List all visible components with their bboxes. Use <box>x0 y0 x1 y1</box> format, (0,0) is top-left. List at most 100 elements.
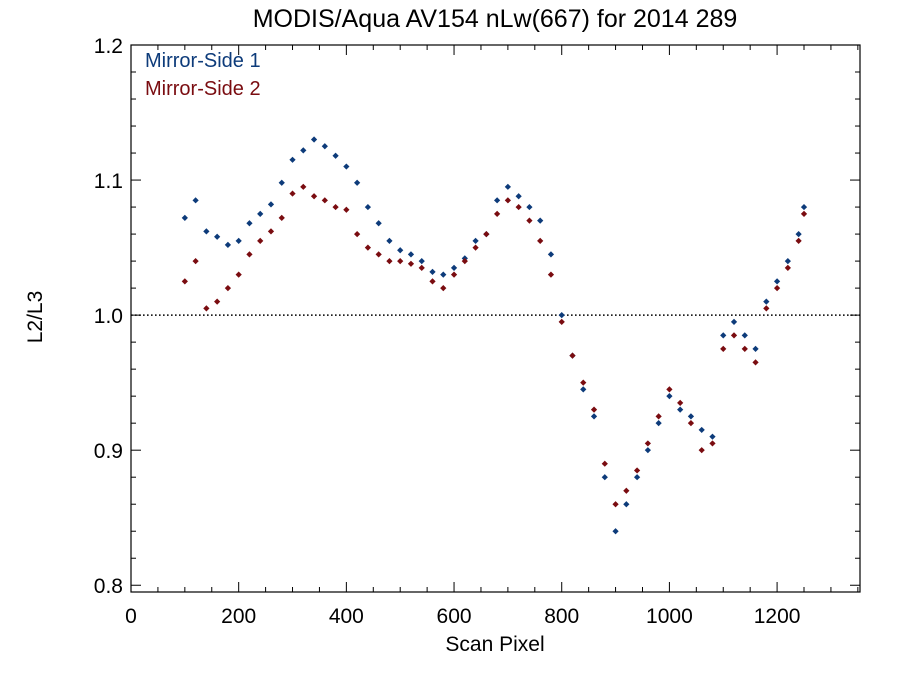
data-point-series-2 <box>397 257 404 265</box>
data-point-series-1 <box>623 501 630 508</box>
data-point-series-1 <box>300 147 307 154</box>
data-point-series-1 <box>612 528 619 535</box>
data-point-series-1 <box>343 163 350 170</box>
data-point-series-2 <box>461 257 468 265</box>
data-point-series-2 <box>558 318 565 325</box>
data-point-series-2 <box>407 260 415 267</box>
data-point-series-1 <box>214 233 221 240</box>
data-point-series-2 <box>623 487 630 494</box>
data-point-series-2 <box>278 214 285 221</box>
data-point-series-1 <box>354 179 361 186</box>
data-point-series-1 <box>310 136 318 143</box>
legend-entry-mirror-side-2: Mirror-Side 2 <box>145 78 261 100</box>
axis-ticks: 0 200 400 600 800 1000 1200 0.8 0.9 1.0 1.1 1.2 <box>94 35 860 628</box>
data-point-series-2 <box>677 399 684 407</box>
data-point-series-2 <box>526 217 533 224</box>
data-point-series-2 <box>800 210 808 217</box>
x-tick-label: 1200 <box>754 605 801 628</box>
data-point-series-2 <box>267 228 275 235</box>
data-point-series-1 <box>773 278 781 285</box>
data-point-series-2 <box>720 345 727 353</box>
data-point-series-1 <box>800 203 808 211</box>
data-point-series-2 <box>300 183 307 190</box>
data-point-series-2 <box>601 460 608 467</box>
data-point-series-2 <box>580 379 587 386</box>
data-point-series-1 <box>450 264 458 271</box>
plot-frame <box>130 44 861 593</box>
data-point-series-2 <box>483 230 490 238</box>
data-points <box>181 136 808 535</box>
plot-border <box>130 44 861 593</box>
data-point-series-2 <box>569 352 576 359</box>
data-point-series-1 <box>752 345 759 353</box>
y-tick-label: 1.2 <box>94 35 123 58</box>
data-point-series-1 <box>709 433 716 440</box>
data-point-series-2 <box>386 257 393 265</box>
data-point-series-1 <box>515 193 522 200</box>
y-axis-label: L2/L3 <box>24 291 47 344</box>
x-tick-label: 600 <box>437 605 472 628</box>
data-point-series-2 <box>537 237 544 244</box>
x-tick-label: 200 <box>221 605 256 628</box>
data-point-series-2 <box>192 257 199 265</box>
data-point-series-1 <box>440 271 447 278</box>
data-point-series-2 <box>418 264 425 271</box>
data-point-series-1 <box>763 298 770 305</box>
data-point-series-1 <box>633 474 641 481</box>
data-point-series-2 <box>343 206 350 213</box>
data-point-series-1 <box>246 220 253 227</box>
chart-title: MODIS/Aqua AV154 nLw(667) for 2014 289 <box>253 5 738 33</box>
data-point-series-1 <box>181 214 188 221</box>
data-point-series-1 <box>580 386 587 393</box>
x-tick-label: 400 <box>329 605 364 628</box>
data-point-series-2 <box>181 278 188 285</box>
data-point-series-1 <box>655 420 662 427</box>
legend-entry-mirror-side-1: Mirror-Side 1 <box>145 50 261 72</box>
data-point-series-2 <box>354 230 361 238</box>
data-point-series-2 <box>633 467 641 474</box>
data-point-series-1 <box>784 257 791 265</box>
x-axis-label: Scan Pixel <box>445 633 544 656</box>
data-point-series-2 <box>655 413 662 420</box>
data-point-series-2 <box>257 237 264 244</box>
data-point-series-2 <box>203 305 210 312</box>
x-tick-label: 800 <box>544 605 579 628</box>
data-point-series-2 <box>332 203 339 211</box>
data-point-series-2 <box>321 197 328 204</box>
data-point-series-2 <box>590 406 598 413</box>
data-point-series-2 <box>709 440 716 447</box>
data-point-series-1 <box>644 447 651 454</box>
data-point-series-1 <box>332 152 339 159</box>
data-point-series-1 <box>494 197 501 204</box>
y-tick-label: 0.9 <box>94 440 123 463</box>
data-point-series-1 <box>537 217 544 224</box>
y-tick-label: 0.8 <box>94 575 123 598</box>
data-point-series-2 <box>784 264 791 271</box>
data-point-series-1 <box>687 413 695 420</box>
data-point-series-2 <box>547 271 555 278</box>
data-point-series-1 <box>601 474 608 481</box>
data-point-series-1 <box>397 247 404 254</box>
data-point-series-2 <box>235 271 242 278</box>
data-point-series-1 <box>730 318 738 325</box>
data-point-series-2 <box>214 298 221 305</box>
data-point-series-1 <box>590 413 598 420</box>
data-point-series-2 <box>494 210 501 217</box>
data-point-series-1 <box>407 251 415 258</box>
data-point-series-2 <box>515 203 522 211</box>
data-point-series-1 <box>224 241 232 249</box>
data-point-series-1 <box>192 197 199 204</box>
data-point-series-1 <box>741 332 748 339</box>
data-point-series-2 <box>289 190 296 197</box>
data-point-series-2 <box>752 359 759 366</box>
data-point-series-2 <box>644 440 651 447</box>
data-point-series-2 <box>364 244 372 251</box>
data-point-series-1 <box>203 228 210 235</box>
data-point-series-2 <box>612 501 619 508</box>
y-tick-label: 1.0 <box>94 305 123 328</box>
data-point-series-2 <box>429 278 436 285</box>
data-point-series-1 <box>321 143 328 150</box>
data-point-series-2 <box>741 345 748 353</box>
data-point-series-1 <box>386 237 393 244</box>
